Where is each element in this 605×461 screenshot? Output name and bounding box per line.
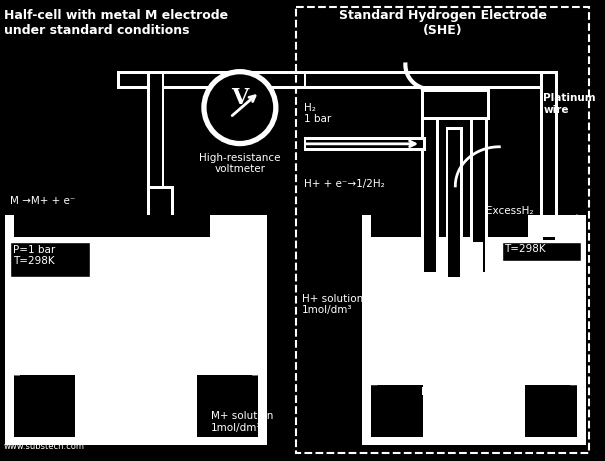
Bar <box>307 140 423 148</box>
Bar <box>10 242 90 277</box>
Text: T=298K: T=298K <box>504 244 546 254</box>
Bar <box>150 189 171 237</box>
Bar <box>147 71 165 189</box>
Bar <box>258 237 267 445</box>
Bar <box>5 215 267 237</box>
Bar <box>424 106 436 272</box>
Bar <box>14 375 75 437</box>
Text: High-resistance
voltmeter: High-resistance voltmeter <box>199 153 281 174</box>
Bar <box>473 242 483 402</box>
Bar <box>304 137 426 151</box>
Text: H+ + e⁻→1/2H₂: H+ + e⁻→1/2H₂ <box>304 179 384 189</box>
Text: M+ solution
1mol/dm³: M+ solution 1mol/dm³ <box>211 411 273 433</box>
Text: Pt foil: Pt foil <box>421 387 451 396</box>
Bar <box>120 74 399 86</box>
Bar <box>543 74 555 240</box>
Bar <box>117 71 402 89</box>
Circle shape <box>203 71 277 145</box>
Circle shape <box>206 74 273 141</box>
Bar <box>304 71 548 89</box>
Bar <box>371 385 422 437</box>
Bar <box>362 437 586 445</box>
Text: M →M+ + e⁻: M →M+ + e⁻ <box>10 196 75 206</box>
Bar <box>577 237 586 445</box>
Text: P=1 bar
T=298K: P=1 bar T=298K <box>13 245 55 266</box>
Text: Standard Hydrogen Electrode
(SHE): Standard Hydrogen Electrode (SHE) <box>339 9 546 37</box>
Text: H+ solution
1mol/dm³: H+ solution 1mol/dm³ <box>301 294 363 315</box>
Bar <box>5 437 267 445</box>
Bar <box>470 103 488 274</box>
Bar <box>421 89 489 120</box>
Bar <box>473 106 485 272</box>
Bar <box>14 237 258 437</box>
Text: www.substech.com: www.substech.com <box>4 443 85 451</box>
Bar <box>267 215 362 456</box>
Bar <box>540 71 558 243</box>
Text: H₂
1 bar: H₂ 1 bar <box>304 103 331 124</box>
Bar <box>502 242 581 261</box>
Bar <box>5 437 267 445</box>
Bar <box>204 218 225 237</box>
Bar <box>448 130 460 277</box>
Bar <box>421 103 439 274</box>
Bar <box>296 7 589 453</box>
Bar <box>147 186 174 237</box>
Bar <box>307 74 545 86</box>
Bar <box>424 92 486 118</box>
Bar <box>5 237 14 445</box>
Bar <box>150 74 162 186</box>
Text: Half-cell with metal M electrode
under standard conditions: Half-cell with metal M electrode under s… <box>4 9 228 37</box>
Bar <box>258 237 267 445</box>
Bar <box>445 127 463 279</box>
Bar <box>362 237 371 445</box>
Text: V: V <box>231 87 249 109</box>
Bar <box>525 385 577 437</box>
Bar <box>5 237 14 445</box>
Text: Platinum
wire: Platinum wire <box>543 93 596 114</box>
Bar <box>362 215 586 237</box>
Bar <box>14 215 209 237</box>
Bar <box>371 215 528 237</box>
Bar <box>14 237 258 437</box>
Bar <box>197 375 258 437</box>
Bar <box>201 215 228 237</box>
Text: ExcessH₂: ExcessH₂ <box>486 206 534 216</box>
Bar <box>371 237 577 437</box>
